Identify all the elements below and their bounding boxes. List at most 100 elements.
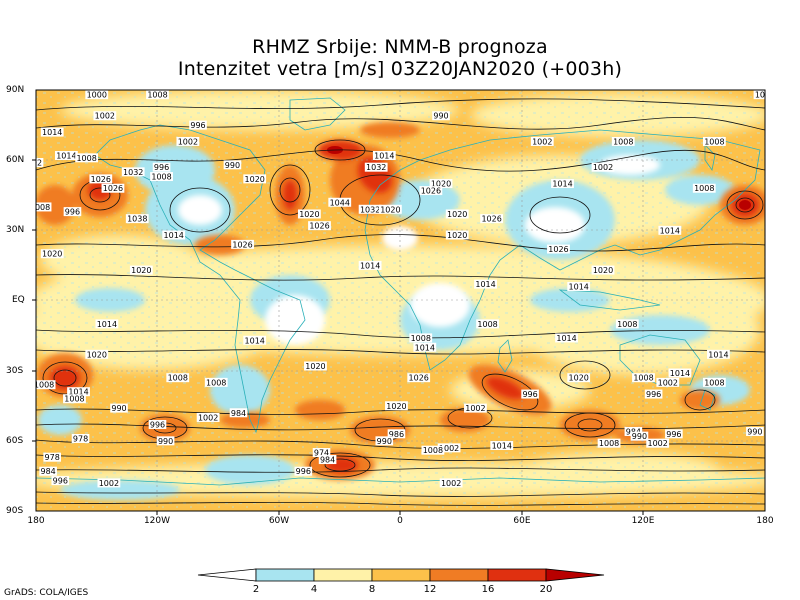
isobar-label: 1002: [441, 479, 461, 488]
isobar-label-bg: [36, 158, 44, 168]
isobar-label: 1008: [704, 137, 724, 146]
lon-label-180w: 180: [27, 516, 45, 526]
isobar-label: 1020: [87, 350, 107, 359]
colorbar-under-triangle: [197, 568, 257, 582]
isobar-label: 996: [522, 390, 537, 399]
lon-label-60w: 60W: [268, 516, 290, 526]
isobar-label-bg: [12, 177, 35, 186]
isobar-label-bg: [40, 249, 64, 259]
isobar-label-bg: [54, 150, 78, 160]
colorbar-bin: [255, 568, 315, 582]
isobar-label-bg: [372, 150, 396, 160]
isobar-label: 1002: [593, 163, 613, 172]
isobar-label-bg: [156, 436, 175, 446]
isobar-label-bg: [189, 120, 207, 130]
isobar-label: 1008: [694, 184, 714, 193]
isobar-label: 1008: [206, 378, 226, 387]
isobar-label-bg: [243, 174, 267, 184]
isobar-label-bg: [385, 401, 408, 411]
isobar-label-bg: [644, 389, 663, 399]
isobar-label-bg: [658, 225, 682, 235]
isobar-label-bg: [702, 136, 726, 146]
isobar-label-bg: [121, 167, 145, 177]
isobar-label-bg: [125, 214, 149, 224]
isobar-label: 990: [747, 427, 762, 436]
colorbar-tick-12: 12: [423, 584, 437, 595]
isobar-label-bg: [129, 265, 153, 275]
isobar-label: 1020: [42, 250, 62, 259]
coastlines: [36, 97, 765, 486]
isobar-label: 996: [646, 390, 661, 399]
isobar-label: 1002: [647, 439, 667, 448]
isobar-label-bg: [567, 281, 591, 291]
isobar-label-bg: [439, 478, 463, 488]
isobar-label: 1002: [178, 137, 198, 146]
isobar-label: 978: [45, 453, 60, 462]
isobar-label: 974: [314, 449, 329, 458]
lat-label-90n: 90N: [6, 85, 25, 95]
isobar-label: 1002: [198, 413, 218, 422]
isobar-label-bg: [378, 204, 402, 214]
isobar-label-bg: [101, 183, 125, 193]
isobar-label-bg: [176, 136, 200, 146]
isobar-label: 1032: [360, 205, 380, 214]
lat-label-30n: 30N: [6, 225, 25, 235]
grads-credit: GrADS: COLA/IGES: [4, 588, 89, 598]
isobar-label-bg: [413, 342, 437, 352]
isobar-label: 990: [111, 404, 126, 413]
isobar-label: 1008: [704, 378, 724, 387]
lat-label-60n: 60N: [6, 155, 25, 165]
colorbar-tick-16: 16: [481, 584, 495, 595]
isobar-label: 1008: [423, 446, 443, 455]
isobar-label: 996: [150, 420, 165, 429]
isobar-label: 990: [377, 437, 392, 446]
isobar-label-bg: [328, 197, 352, 207]
isobar-label: 1014: [164, 231, 184, 240]
isobar-label: 1008: [76, 154, 96, 163]
isobar-label: 1008: [147, 91, 167, 100]
isobar-label: 1020: [386, 402, 406, 411]
isobar-label-bg: [665, 429, 683, 439]
isobar-label-bg: [474, 279, 497, 289]
isobar-label-bg: [40, 127, 64, 137]
lon-label-60e: 60E: [513, 516, 531, 526]
lon-label-120e: 120E: [631, 516, 655, 526]
isobar-label: 1008: [599, 439, 619, 448]
isobar-label-bg: [597, 438, 621, 448]
isobar-label: 1038: [127, 215, 147, 224]
map-title: RHMZ Srbije: NMM-B prognoza: [252, 36, 548, 58]
isobar-label: 1002: [14, 177, 34, 186]
isobar-label: 1014: [660, 226, 680, 235]
isobar-label-bg: [445, 230, 469, 240]
isobar-label-bg: [148, 419, 167, 429]
isobar-label-bg: [615, 319, 639, 329]
isobar-label-bg: [692, 183, 716, 193]
isobar-label: 1014: [552, 180, 572, 189]
isobar-label: 1014: [708, 350, 728, 359]
isobar-label-bg: [146, 90, 169, 100]
isobar-label-bg: [476, 319, 499, 329]
lon-label-120w: 120W: [143, 516, 171, 526]
isobar-label: 990: [632, 432, 647, 441]
isobar-label-bg: [530, 136, 554, 146]
isobar-label-bg: [551, 179, 574, 189]
isobar-label-bg: [204, 377, 228, 387]
isobar-label: 1008: [633, 374, 653, 383]
isobar-label: 1032: [123, 168, 143, 177]
isobar-label-bg: [702, 377, 726, 387]
isobar-label-bg: [668, 368, 692, 378]
isobar-label: 1002: [10, 418, 30, 427]
colorbar-bin: [429, 568, 489, 582]
isobar-label-bg: [152, 162, 171, 172]
isobar-label-bg: [36, 202, 52, 212]
isobar-label: 1020: [569, 374, 589, 383]
isobar-label-bg: [632, 373, 655, 383]
isobar-label: 1020: [380, 205, 400, 214]
axis-ticks: [32, 159, 644, 515]
isobar-label: 1020: [131, 266, 151, 275]
isobar-label-bg: [97, 478, 121, 488]
isobar-label: 1008: [617, 320, 637, 329]
isobar-label: 1008: [34, 381, 54, 390]
isobar-label-bg: [162, 230, 186, 240]
